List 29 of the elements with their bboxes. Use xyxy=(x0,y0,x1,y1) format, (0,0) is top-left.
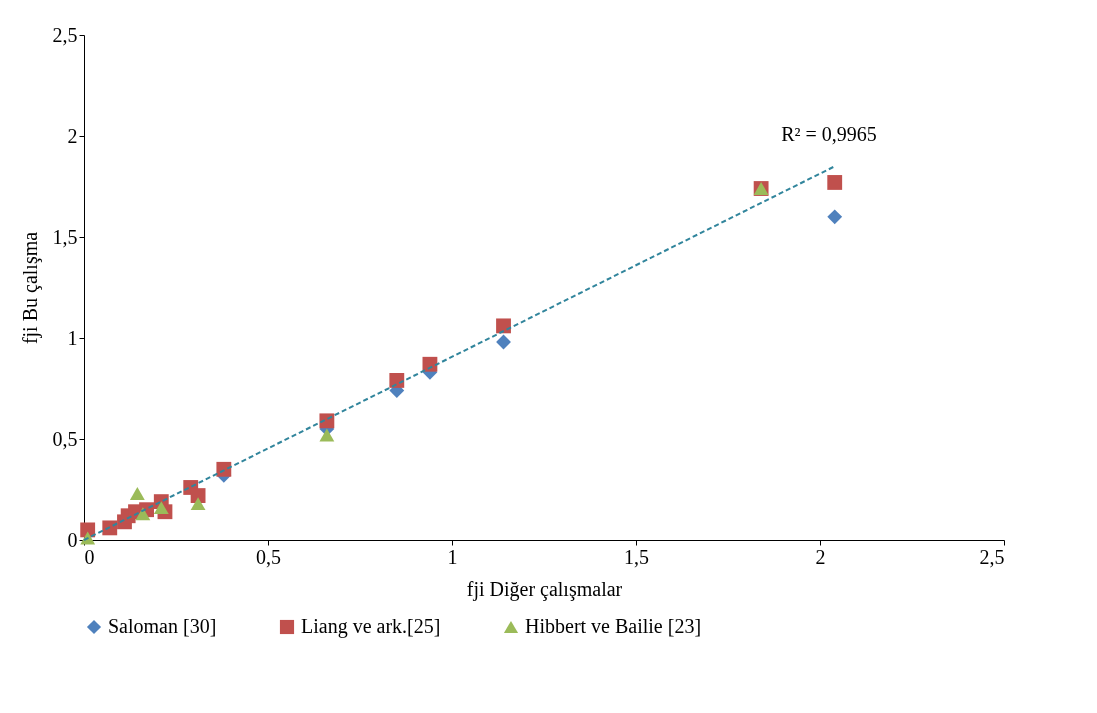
y-tick-label: 0,5 xyxy=(52,427,78,450)
x-tick-label: 1 xyxy=(447,545,458,568)
point xyxy=(129,487,145,500)
point xyxy=(389,373,405,388)
x-tick-label: 2 xyxy=(815,545,826,568)
annotation: R² = 0,9965 xyxy=(781,123,877,145)
point xyxy=(319,428,335,442)
point xyxy=(827,209,843,225)
point xyxy=(135,507,151,521)
x-axis-title: fji Diğer çalışmalar xyxy=(466,577,623,601)
y-tick-label: 0 xyxy=(67,528,78,551)
legend-label: Hibbert ve Bailie [23] xyxy=(525,615,702,637)
point xyxy=(190,497,206,511)
x-tick-label: 1,5 xyxy=(624,545,649,568)
point xyxy=(319,413,335,429)
x-tick-label: 0,5 xyxy=(256,545,281,568)
point xyxy=(827,175,843,190)
point xyxy=(496,318,511,334)
legend-label: Saloman [30] xyxy=(108,615,217,637)
y-tick-label: 1,5 xyxy=(52,225,78,248)
point xyxy=(102,520,118,536)
point xyxy=(153,501,169,515)
y-axis-title: fji Bu çalışma xyxy=(18,231,42,345)
y-tick-label: 2 xyxy=(67,124,78,147)
y-tick-label: 1 xyxy=(67,326,78,349)
x-tick-label: 2,5 xyxy=(979,545,1005,568)
y-tick-label: 2,5 xyxy=(52,23,78,46)
x-tick-label: 0 xyxy=(84,545,95,568)
legend-label: Liang ve ark.[25] xyxy=(301,615,441,638)
